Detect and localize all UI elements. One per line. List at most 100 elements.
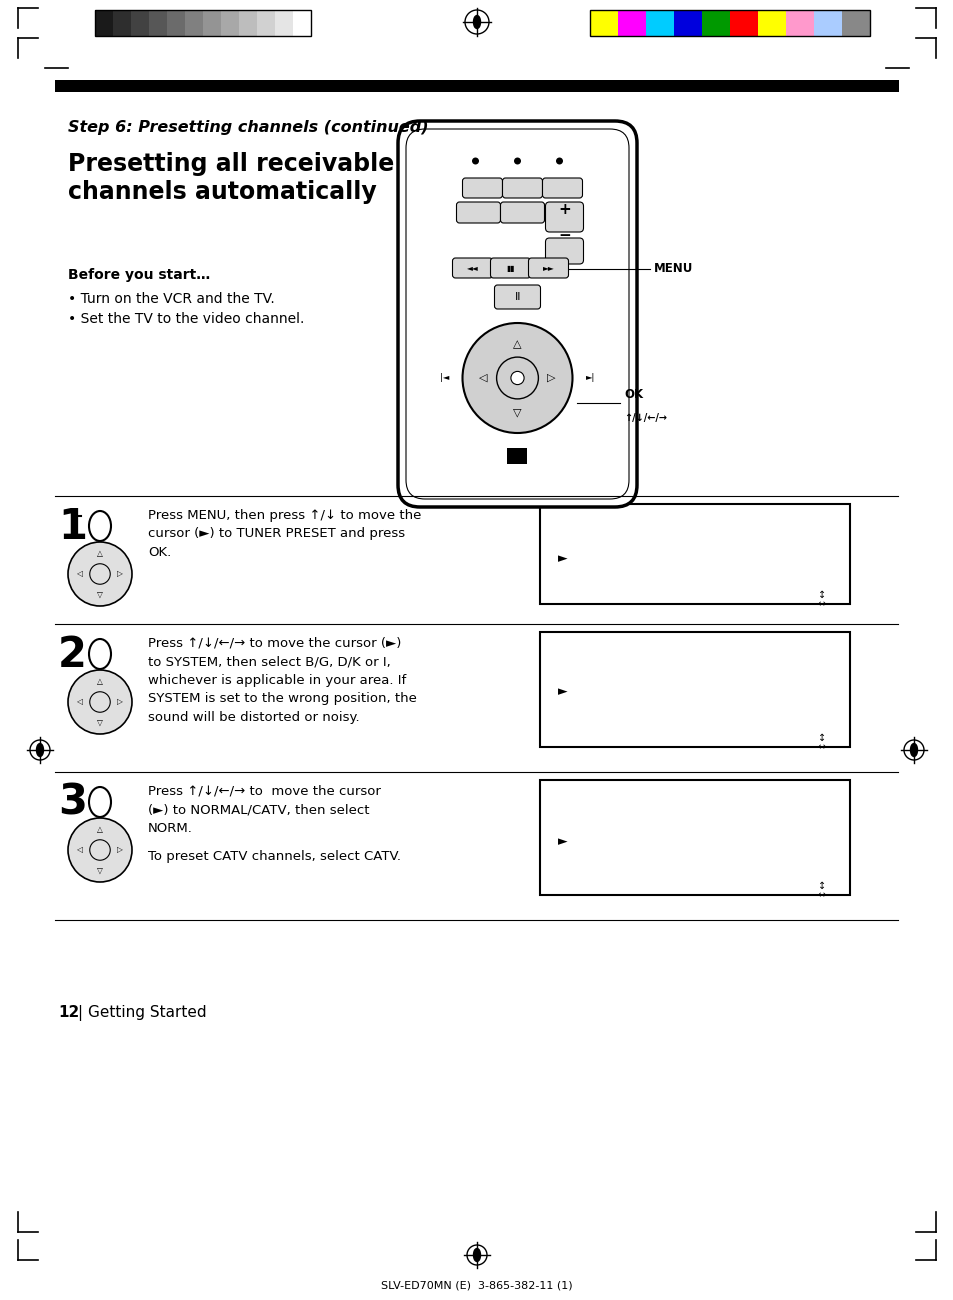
Text: ▽: ▽ [97, 718, 103, 727]
Text: ►►: ►► [542, 264, 554, 273]
FancyBboxPatch shape [500, 202, 544, 224]
Text: +: + [558, 202, 570, 217]
Circle shape [90, 564, 111, 584]
Text: ▽: ▽ [513, 407, 521, 417]
FancyBboxPatch shape [452, 257, 492, 278]
Bar [813, 10, 841, 36]
Bar [841, 10, 869, 36]
Text: ↕: ↕ [817, 590, 825, 601]
Text: Ⅱ: Ⅱ [515, 292, 519, 302]
Text: △: △ [97, 826, 103, 835]
Ellipse shape [473, 1248, 480, 1261]
Text: Presetting all receivable: Presetting all receivable [68, 152, 394, 176]
Ellipse shape [36, 744, 44, 757]
Bar [256, 10, 274, 36]
Ellipse shape [909, 744, 917, 757]
Bar [589, 10, 869, 36]
Text: ◄◄: ◄◄ [466, 264, 477, 273]
Circle shape [472, 157, 478, 165]
Text: −: − [558, 227, 570, 243]
Bar [203, 10, 221, 36]
Text: ◁: ◁ [77, 845, 83, 854]
Ellipse shape [89, 786, 111, 816]
Circle shape [462, 322, 572, 433]
FancyBboxPatch shape [545, 238, 583, 264]
Text: Press ↑/↓/←/→ to move the cursor (►)
to SYSTEM, then select B/G, D/K or I,
which: Press ↑/↓/←/→ to move the cursor (►) to … [148, 637, 416, 724]
Bar [645, 10, 673, 36]
FancyBboxPatch shape [494, 285, 540, 309]
Bar [673, 10, 701, 36]
Bar [539, 780, 849, 894]
Text: ▽: ▽ [97, 590, 103, 599]
Circle shape [556, 157, 562, 165]
FancyBboxPatch shape [397, 121, 637, 507]
Bar [618, 10, 645, 36]
Ellipse shape [89, 511, 111, 541]
Text: △: △ [97, 677, 103, 686]
Circle shape [68, 670, 132, 734]
Bar [55, 81, 898, 92]
Bar [701, 10, 729, 36]
Text: |◄: |◄ [439, 373, 449, 382]
Bar [239, 10, 256, 36]
Text: ↕: ↕ [817, 881, 825, 891]
FancyBboxPatch shape [456, 202, 500, 224]
Bar [112, 10, 131, 36]
Text: OK: OK [623, 387, 642, 400]
Text: • Set the TV to the video channel.: • Set the TV to the video channel. [68, 312, 304, 326]
Bar [274, 10, 293, 36]
Text: ◁: ◁ [77, 569, 83, 578]
Circle shape [68, 818, 132, 881]
Text: ↔: ↔ [817, 742, 825, 751]
FancyBboxPatch shape [490, 257, 530, 278]
Text: ↕: ↕ [817, 733, 825, 744]
Text: ↑/↓/←/→: ↑/↓/←/→ [623, 413, 666, 423]
Text: Press ↑/↓/←/→ to  move the cursor
(►) to NORMAL/CATV, then select
NORM.: Press ↑/↓/←/→ to move the cursor (►) to … [148, 785, 380, 835]
Bar [149, 10, 167, 36]
Text: Getting Started: Getting Started [88, 1005, 207, 1020]
Circle shape [514, 157, 520, 165]
Bar [131, 10, 149, 36]
Bar [539, 632, 849, 747]
Text: 3: 3 [58, 783, 87, 824]
Text: ◁: ◁ [478, 373, 487, 384]
Bar [95, 10, 112, 36]
Bar [167, 10, 185, 36]
Text: ▷: ▷ [117, 845, 123, 854]
Text: ▽: ▽ [97, 866, 103, 875]
Text: ↔: ↔ [817, 891, 825, 900]
Bar [185, 10, 203, 36]
Text: ◁: ◁ [77, 698, 83, 706]
Bar [95, 10, 311, 36]
Text: ►: ► [558, 685, 567, 698]
Text: ↔: ↔ [817, 599, 825, 608]
Text: MENU: MENU [654, 263, 693, 276]
Text: △: △ [97, 550, 103, 558]
Text: 1: 1 [58, 506, 87, 549]
Text: ►|: ►| [585, 373, 595, 382]
Bar [729, 10, 758, 36]
Text: 2: 2 [58, 634, 87, 676]
Circle shape [497, 358, 537, 399]
FancyBboxPatch shape [502, 178, 542, 198]
FancyBboxPatch shape [528, 257, 568, 278]
Bar [758, 10, 785, 36]
Circle shape [511, 372, 523, 385]
Bar [589, 10, 618, 36]
Text: ►: ► [558, 552, 567, 566]
Bar [221, 10, 239, 36]
Text: ▷: ▷ [547, 373, 556, 384]
Text: Press MENU, then press ↑/↓ to move the
cursor (►) to TUNER PRESET and press
OK.: Press MENU, then press ↑/↓ to move the c… [148, 510, 421, 559]
FancyBboxPatch shape [462, 178, 502, 198]
Text: To preset CATV channels, select CATV.: To preset CATV channels, select CATV. [148, 850, 400, 863]
Text: SLV-ED70MN (E)  3-865-382-11 (1): SLV-ED70MN (E) 3-865-382-11 (1) [381, 1280, 572, 1290]
Bar [785, 10, 813, 36]
Text: |: | [77, 1005, 82, 1020]
Text: Step 6: Presetting channels (continued): Step 6: Presetting channels (continued) [68, 120, 428, 135]
Bar [507, 448, 527, 464]
Circle shape [68, 542, 132, 606]
Text: • Turn on the VCR and the TV.: • Turn on the VCR and the TV. [68, 292, 274, 306]
Text: Before you start…: Before you start… [68, 268, 210, 282]
Circle shape [90, 840, 111, 861]
Text: ▷: ▷ [117, 569, 123, 578]
